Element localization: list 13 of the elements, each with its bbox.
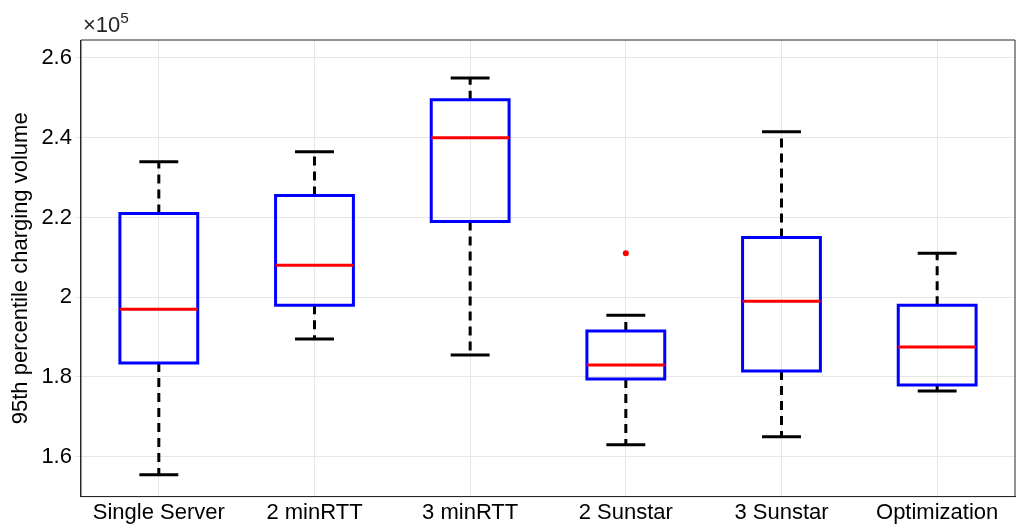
y-tick-label: 2.6 bbox=[41, 44, 72, 70]
y-axis-title: 95th percentile charging volume bbox=[7, 112, 33, 425]
x-tick-label: 2 Sunstar bbox=[578, 498, 673, 524]
y-tick-label: 2.4 bbox=[41, 123, 72, 149]
x-tick-label: Single Server bbox=[92, 498, 225, 524]
x-tick-label: 2 minRTT bbox=[266, 498, 363, 524]
y-tick-label: 1.6 bbox=[41, 442, 72, 468]
y-tick-label: 2.2 bbox=[41, 203, 72, 229]
y-tick-label: 1.8 bbox=[41, 363, 72, 389]
x-tick-label: 3 Sunstar bbox=[734, 498, 829, 524]
y-tick-label: 2 bbox=[59, 283, 72, 309]
x-tick-label: Optimization bbox=[876, 498, 999, 524]
x-tick-label: 3 minRTT bbox=[422, 498, 519, 524]
